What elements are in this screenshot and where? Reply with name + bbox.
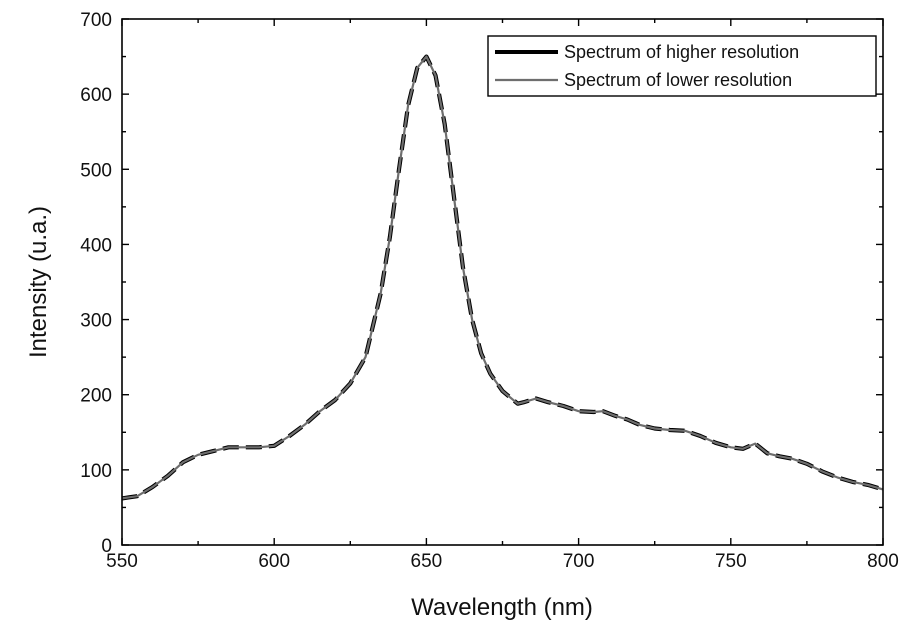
y-tick-label: 600 <box>80 85 112 106</box>
y-tick-label: 700 <box>80 10 112 31</box>
x-axis-label: Wavelength (nm) <box>411 594 593 621</box>
x-tick-label: 600 <box>258 551 290 572</box>
x-tick-label: 800 <box>867 551 899 572</box>
legend-label-higher-resolution: Spectrum of higher resolution <box>564 42 799 62</box>
plot-frame <box>121 18 884 546</box>
ticks-layer: 550 600 650 700 750 800 0 100 200 300 400 500 600 700 <box>80 10 899 572</box>
series-line-lower-resolution <box>121 55 884 500</box>
y-tick-label: 0 <box>101 536 112 557</box>
y-tick-label: 500 <box>80 160 112 181</box>
x-tick-label: 700 <box>563 551 595 572</box>
legend-label-lower-resolution: Spectrum of lower resolution <box>564 70 792 90</box>
legend: Spectrum of higher resolution Spectrum o… <box>487 35 877 97</box>
x-tick-label: 750 <box>715 551 747 572</box>
plot-layer <box>121 54 884 501</box>
y-tick-label: 300 <box>80 311 112 332</box>
x-tick-label: 650 <box>411 551 443 572</box>
legend-box <box>487 35 877 97</box>
y-tick-label: 400 <box>80 235 112 256</box>
series-line-higher-resolution <box>121 54 884 501</box>
x-tick-label: 550 <box>106 551 138 572</box>
y-tick-label: 100 <box>80 461 112 482</box>
y-tick-label: 200 <box>80 386 112 407</box>
y-axis-label: Intensity (u.a.) <box>25 206 52 358</box>
